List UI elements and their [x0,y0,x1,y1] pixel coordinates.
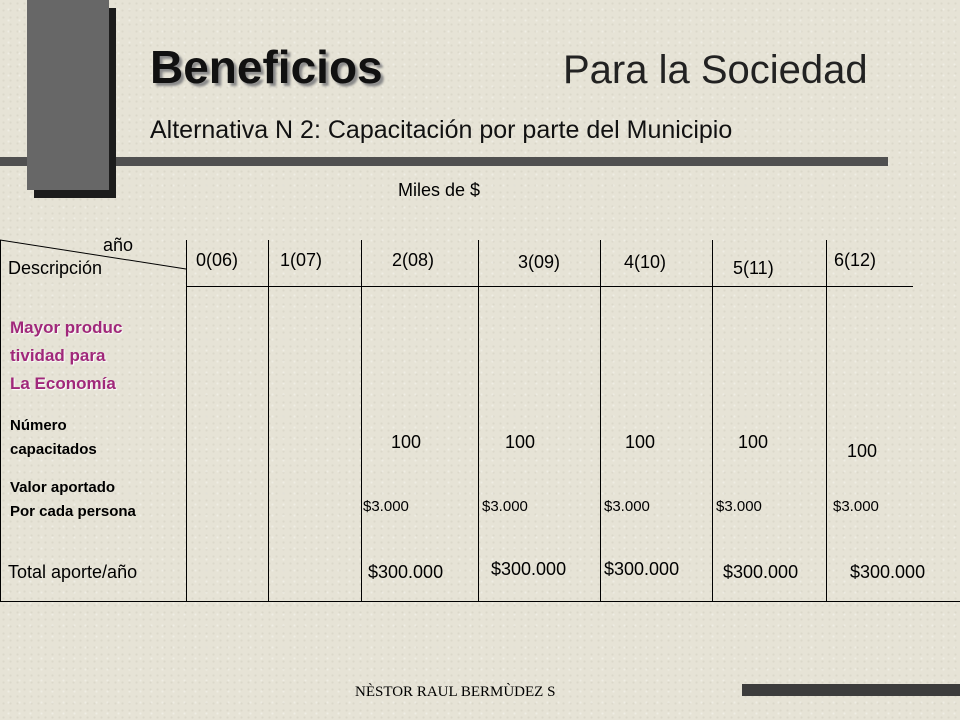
row-label-line: Valor aportado [10,479,116,496]
total-value: $300.000 [604,559,680,579]
column-line [361,240,362,602]
column-line [826,240,827,602]
row-label-line: capacitados [10,441,97,458]
column-line [712,240,713,602]
column-line [186,240,187,602]
corner-description-label: Descripción [8,258,103,278]
section-label: Mayor produc tividad para La Economía [10,314,122,398]
trainees-value: 100 [505,432,536,452]
total-value: $300.000 [368,562,444,582]
total-value: $300.000 [850,562,926,582]
value-per-person: $3.000 [604,498,650,515]
row-label-value-per-person: Valor aportado Por cada persona [10,476,136,524]
section-label-line: Mayor produc [10,318,123,337]
row-label-line: Número [10,417,67,434]
header-line [186,286,913,287]
year-header: 3(09) [518,252,561,272]
units-label: Miles de $ [398,180,481,200]
row-label-line: Por cada persona [10,503,136,520]
subtitle: Alternativa N 2: Capacitación por parte … [150,116,733,144]
column-line [478,240,479,602]
column-line [600,240,601,602]
year-header: 2(08) [392,250,435,270]
section-label-line: tividad para [10,346,106,365]
column-line [268,240,269,602]
section-label-line: La Economía [10,374,116,393]
column-line [0,240,1,602]
value-per-person: $3.000 [482,498,528,515]
year-header: 0(06) [196,250,239,270]
year-header: 4(10) [624,252,667,272]
footer-author: NÈSTOR RAUL BERMÙDEZ S [355,684,556,700]
year-header: 5(11) [733,258,774,278]
corner-year-label: año [103,235,134,255]
year-header: 1(07) [280,250,323,270]
value-per-person: $3.000 [833,498,879,515]
year-header: 6(12) [834,250,877,270]
row-label-trainees: Número capacitados [10,414,97,462]
title-underline [0,157,888,166]
value-per-person: $3.000 [363,498,409,515]
total-value: $300.000 [491,559,567,579]
trainees-value: 100 [738,432,769,452]
value-per-person: $3.000 [716,498,762,515]
total-label: Total aporte/año [8,562,138,582]
decorative-square [27,0,109,190]
title-bold: Beneficios [150,41,383,93]
trainees-value: 100 [625,432,656,452]
trainees-value: 100 [391,432,422,452]
bottom-line [0,601,960,602]
trainees-value: 100 [847,441,878,461]
corner-diagonal [0,239,187,270]
total-value: $300.000 [723,562,799,582]
title-rest: Para la Sociedad [563,48,868,92]
footer-bar [742,684,960,696]
